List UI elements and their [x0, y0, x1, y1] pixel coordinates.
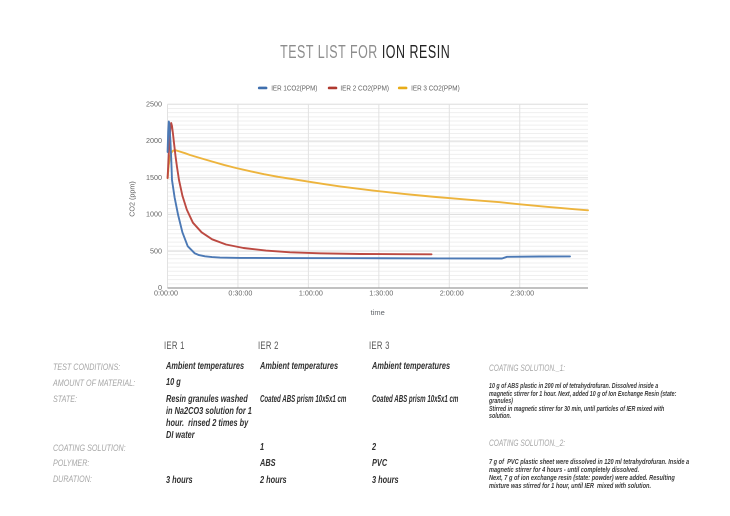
- svg-text:IER 2 CO2(PPM): IER 2 CO2(PPM): [340, 85, 389, 92]
- svg-text:1500: 1500: [146, 173, 162, 182]
- svg-text:2:30:00: 2:30:00: [510, 289, 534, 298]
- svg-text:0: 0: [158, 283, 162, 292]
- svg-text:500: 500: [150, 246, 162, 255]
- svg-text:CO2 (ppm): CO2 (ppm): [127, 181, 136, 217]
- svg-text:time: time: [371, 308, 385, 317]
- svg-text:0:30:00: 0:30:00: [228, 289, 252, 298]
- svg-text:IER 3 CO2(PPM): IER 3 CO2(PPM): [411, 85, 460, 92]
- svg-text:1:30:00: 1:30:00: [369, 289, 393, 298]
- svg-text:IER 1CO2(PPM): IER 1CO2(PPM): [271, 85, 317, 92]
- svg-text:1:00:00: 1:00:00: [299, 289, 323, 298]
- svg-text:2500: 2500: [146, 99, 162, 108]
- svg-text:0:00:00: 0:00:00: [154, 289, 178, 298]
- svg-text:2:00:00: 2:00:00: [440, 289, 464, 298]
- svg-text:1000: 1000: [146, 210, 162, 219]
- svg-text:2000: 2000: [146, 136, 162, 145]
